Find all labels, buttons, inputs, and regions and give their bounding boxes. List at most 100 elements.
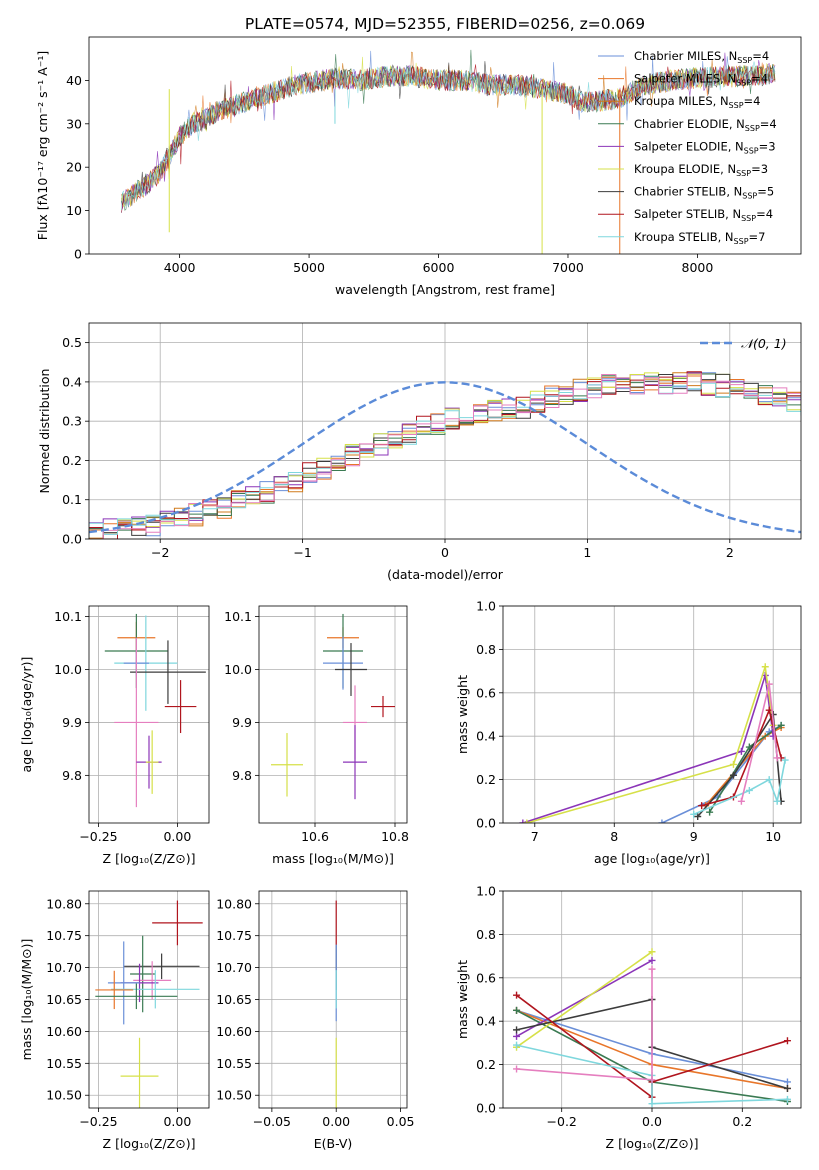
spectrum-legend-label: Kroupa ELODIE, NSSP=3 (634, 162, 768, 178)
age-vs-metallicity-y-tick-label: 9.9 (62, 715, 82, 730)
spectrum-legend-subscript: SSP (736, 79, 751, 88)
spectrum-panel: 4000 5000 6000 7000 8000 0 10 20 30 40 wavelength … (35, 36, 802, 297)
mass-weight-vs-metallicity-marker (513, 991, 521, 999)
residual-histogram-step (89, 376, 801, 539)
mass-weight-vs-age-x-tick-label: 7 (531, 829, 539, 844)
mass-weight-vs-metallicity-marker (783, 1037, 791, 1045)
mass-vs-reddening-x-tick-label: −0.05 (253, 1114, 291, 1129)
mass-weight-vs-metallicity-y-tick-label: 0.2 (476, 1057, 496, 1072)
mass-weight-vs-age-marker (698, 802, 706, 810)
residual-histogram-y-tick-label: 0.2 (62, 453, 82, 468)
age-vs-mass-x-tick-label: 10.8 (381, 829, 409, 844)
spectrum-legend-tail: =4 (760, 117, 777, 131)
mass-weight-vs-metallicity-marker (783, 1095, 791, 1103)
mass-weight-vs-metallicity-marker (783, 1078, 791, 1086)
spectrum-legend-tail: =3 (759, 139, 776, 153)
mass-weight-vs-metallicity-y-tick-label: 0.4 (476, 1014, 496, 1029)
residual-histogram-x-tick-label: 1 (583, 545, 591, 560)
mass-vs-metallicity-x-tick-label: −0.25 (79, 1114, 117, 1129)
spectrum-y-tick-label: 10 (66, 203, 82, 218)
spectrum-legend-subscript: SSP (744, 146, 759, 155)
residual-histogram-y-axis-label: Normed distribution (37, 369, 52, 494)
age-vs-metallicity-y-tick-label: 9.8 (62, 768, 82, 783)
mass-weight-vs-age-marker (694, 812, 702, 820)
mass-weight-vs-metallicity-y-tick-label: 0.6 (476, 970, 496, 985)
residual-histogram-y-tick-label: 0.5 (62, 335, 82, 350)
spectrum-line (121, 61, 776, 211)
mass-weight-vs-metallicity-x-tick-label: −0.2 (547, 1114, 577, 1129)
mass-vs-metallicity-y-tick-label: 10.75 (46, 928, 82, 943)
mass-vs-reddening-y-tick-label: 10.70 (216, 960, 252, 975)
mass-weight-vs-age-marker (745, 786, 753, 794)
mass-weight-vs-metallicity-x-tick-label: 0.0 (642, 1114, 662, 1129)
mass-weight-vs-age-y-axis-label: mass weight (455, 675, 470, 754)
mass-weight-vs-age-marker (523, 819, 531, 823)
mass-weight-vs-metallicity-y-tick-label: 0.8 (476, 927, 496, 942)
age-vs-mass-y-tick-label: 9.9 (232, 715, 252, 730)
mass-weight-vs-age-series-line (661, 724, 782, 823)
spectrum-x-tick-label: 5000 (293, 260, 325, 275)
spectrum-y-tick-label: 0 (74, 247, 82, 262)
mass-weight-vs-age-marker (737, 797, 745, 805)
age-vs-mass-axes-frame (258, 605, 408, 824)
mass-weight-vs-metallicity-marker (513, 1026, 521, 1034)
mass-weight-vs-metallicity-marker (513, 1006, 521, 1014)
residual-histogram-x-tick-label: 2 (726, 545, 734, 560)
mass-vs-reddening-x-tick-label: 0.00 (322, 1114, 350, 1129)
mass-vs-reddening-y-tick-label: 10.50 (216, 1088, 252, 1103)
mass-weight-vs-metallicity-panel: −0.2 0.0 0.2 0.0 0.2 0.4 0.6 0.8 1.0 Z [log₁₀(Z/Z… (455, 884, 802, 1151)
spectrum-legend-label: Salpeter MILES, NSSP=4 (634, 72, 768, 88)
spectrum-legend-subscript: SSP (729, 101, 744, 110)
mass-vs-metallicity-panel: −0.25 0.00 10.50 10.55 10.60 10.65 10.70 10.75 1… (19, 890, 210, 1151)
age-vs-metallicity-x-tick-label: 0.00 (163, 829, 191, 844)
spectrum-legend-tail: =4 (744, 94, 761, 108)
age-vs-mass-x-tick-label: 10.6 (301, 829, 329, 844)
mass-weight-vs-metallicity-y-axis-label: mass weight (455, 960, 470, 1039)
age-vs-metallicity-y-tick-label: 10.1 (54, 609, 82, 624)
mass-weight-vs-metallicity-marker (648, 1100, 656, 1108)
mass-weight-vs-metallicity-x-axis-label: Z [log₁₀(Z/Z⊙)] (606, 1136, 699, 1151)
mass-weight-vs-age-marker (519, 819, 527, 823)
mass-weight-vs-age-x-tick-label: 10 (765, 829, 781, 844)
mass-weight-vs-age-y-tick-label: 0.2 (476, 772, 496, 787)
spectrum-legend-label: Salpeter STELIB, NSSP=4 (634, 207, 773, 223)
mass-weight-vs-age-y-tick-label: 0.6 (476, 685, 496, 700)
residual-histogram-x-tick-label: 0 (441, 545, 449, 560)
spectrum-y-axis-label: Flux [fλ10⁻¹⁷ erg cm⁻² s⁻¹ A⁻¹] (35, 51, 50, 240)
mass-weight-vs-age-marker (773, 797, 781, 805)
mass-weight-vs-age-series-line (522, 675, 774, 823)
mass-vs-metallicity-y-tick-label: 10.80 (46, 896, 82, 911)
spectrum-axes-frame (88, 36, 802, 255)
mass-weight-vs-age-y-tick-label: 1.0 (476, 599, 496, 614)
mass-weight-vs-age-axes-frame (502, 605, 802, 824)
age-vs-mass-panel: 10.6 10.8 9.8 9.9 10.0 10.1 mass [log₁₀(M/M⊙)] (224, 605, 409, 866)
spectrum-legend-tail: =4 (751, 72, 768, 86)
spectrum-legend-tail: =3 (751, 162, 768, 176)
spectrum-x-axis-label: wavelength [Angstrom, rest frame] (335, 282, 555, 297)
spectrum-legend-label: Chabrier STELIB, NSSP=5 (634, 185, 774, 201)
mass-weight-vs-metallicity-marker (513, 1032, 521, 1040)
mass-vs-metallicity-y-tick-label: 10.65 (46, 992, 82, 1007)
spectrum-legend-label: Kroupa STELIB, NSSP=7 (634, 230, 765, 246)
mass-weight-vs-metallicity-marker (648, 956, 656, 964)
residual-histogram-y-tick-label: 0.4 (62, 374, 82, 389)
spectrum-legend-label: Chabrier ELODIE, NSSP=4 (634, 117, 777, 133)
mass-weight-vs-age-x-axis-label: age [log₁₀(age/yr)] (594, 851, 710, 866)
mass-weight-vs-metallicity-marker (513, 1065, 521, 1073)
residual-histogram-x-tick-label: −2 (151, 545, 169, 560)
mass-weight-vs-age-series-line (701, 707, 782, 807)
spectrum-legend-tail: =4 (756, 207, 773, 221)
age-vs-metallicity-x-tick-label: −0.25 (79, 829, 117, 844)
spectrum-line (121, 61, 776, 208)
spectrum-legend-tail: =5 (757, 185, 774, 199)
figure-title: PLATE=0574, MJD=52355, FIBERID=0256, z=0… (245, 15, 645, 33)
spectrum-legend-subscript: SSP (734, 237, 749, 246)
mass-weight-vs-metallicity-marker (513, 1041, 521, 1049)
age-vs-metallicity-y-tick-label: 10.0 (54, 662, 82, 677)
age-vs-metallicity-x-axis-label: Z [log₁₀(Z/Z⊙)] (103, 851, 196, 866)
mass-weight-vs-age-marker (765, 776, 773, 784)
mass-vs-reddening-x-tick-label: 0.05 (387, 1114, 415, 1129)
mass-weight-vs-age-marker (737, 747, 745, 755)
normal-curve (89, 381, 801, 534)
